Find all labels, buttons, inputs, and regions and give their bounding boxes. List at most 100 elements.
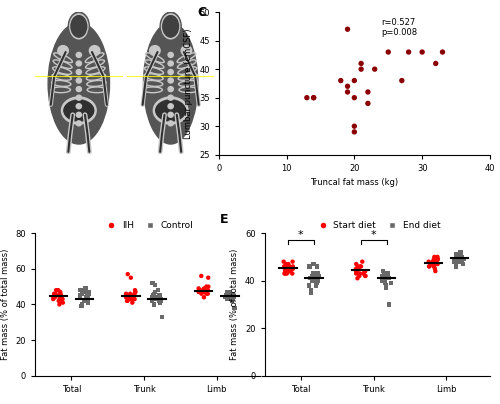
Point (418, 49, 426, 55)
Point (84, 292, 92, 299)
Point (225, 289, 233, 295)
Point (50, 294, 58, 301)
Point (425, 263, 433, 269)
Point (228, 292, 236, 299)
Point (310, 273, 318, 279)
Point (285, 263, 293, 269)
Point (310, 95, 318, 101)
Point (361, 268, 369, 274)
Point (289, 265, 297, 272)
Point (430, 256, 438, 263)
Point (404, 49, 412, 55)
Point (459, 261, 467, 267)
Y-axis label: Fat mass (% of total mass): Fat mass (% of total mass) (230, 249, 239, 360)
Point (315, 273, 323, 279)
Ellipse shape (76, 69, 82, 74)
Text: *: * (371, 229, 376, 240)
Point (458, 259, 466, 265)
Point (130, 294, 138, 301)
Point (357, 66, 365, 72)
Point (434, 256, 442, 263)
Ellipse shape (58, 46, 68, 56)
Point (150, 290, 158, 297)
Point (356, 270, 364, 277)
Text: r=0.527
p=0.008: r=0.527 p=0.008 (382, 18, 418, 37)
Point (308, 273, 316, 279)
Point (387, 280, 395, 286)
Point (286, 268, 294, 274)
Point (344, 89, 351, 95)
Ellipse shape (168, 104, 173, 109)
Point (364, 100, 372, 107)
Point (200, 287, 207, 293)
Point (56, 292, 64, 299)
Point (382, 284, 390, 291)
Point (311, 275, 319, 282)
Point (78, 303, 86, 309)
Point (148, 294, 156, 301)
Point (131, 287, 139, 293)
Ellipse shape (76, 86, 82, 92)
Ellipse shape (76, 104, 82, 109)
Point (204, 274, 212, 281)
Point (151, 289, 159, 295)
Point (156, 292, 164, 299)
Point (452, 254, 460, 260)
Point (381, 273, 389, 279)
Ellipse shape (76, 112, 82, 117)
Point (357, 60, 365, 67)
Point (454, 256, 462, 263)
Point (380, 278, 388, 284)
Point (156, 299, 164, 306)
Point (54, 292, 62, 299)
Point (222, 289, 230, 295)
Point (198, 290, 205, 297)
Point (223, 289, 231, 295)
Point (455, 259, 463, 265)
Point (200, 289, 208, 295)
Point (306, 289, 314, 296)
Point (226, 292, 234, 299)
Point (381, 280, 389, 286)
Point (196, 287, 204, 293)
Point (284, 268, 292, 274)
Point (378, 278, 386, 284)
Point (222, 292, 230, 299)
Point (313, 263, 321, 269)
Point (57, 296, 65, 302)
Point (434, 254, 442, 260)
Point (306, 275, 314, 282)
Point (450, 259, 458, 265)
Point (202, 283, 210, 290)
Point (305, 282, 313, 288)
Point (204, 287, 212, 293)
Point (76, 294, 84, 301)
Point (382, 282, 390, 288)
Ellipse shape (76, 53, 82, 57)
Point (202, 289, 210, 295)
Text: C: C (197, 6, 206, 19)
Point (312, 282, 320, 288)
Point (150, 301, 158, 308)
Point (122, 294, 130, 301)
Point (130, 296, 138, 302)
X-axis label: Truncal fat mass (kg): Truncal fat mass (kg) (310, 178, 398, 187)
Ellipse shape (168, 69, 173, 74)
Ellipse shape (64, 101, 94, 120)
Point (354, 270, 362, 277)
Point (84, 299, 92, 306)
Point (79, 287, 87, 293)
Point (356, 263, 364, 269)
Point (229, 290, 237, 297)
Point (398, 77, 406, 84)
Point (150, 292, 158, 299)
Point (352, 268, 360, 274)
Point (224, 290, 232, 297)
Point (357, 263, 365, 269)
Ellipse shape (76, 121, 82, 126)
Point (83, 296, 91, 302)
Point (384, 275, 392, 282)
Point (154, 287, 162, 293)
Point (350, 128, 358, 135)
Point (126, 290, 134, 297)
